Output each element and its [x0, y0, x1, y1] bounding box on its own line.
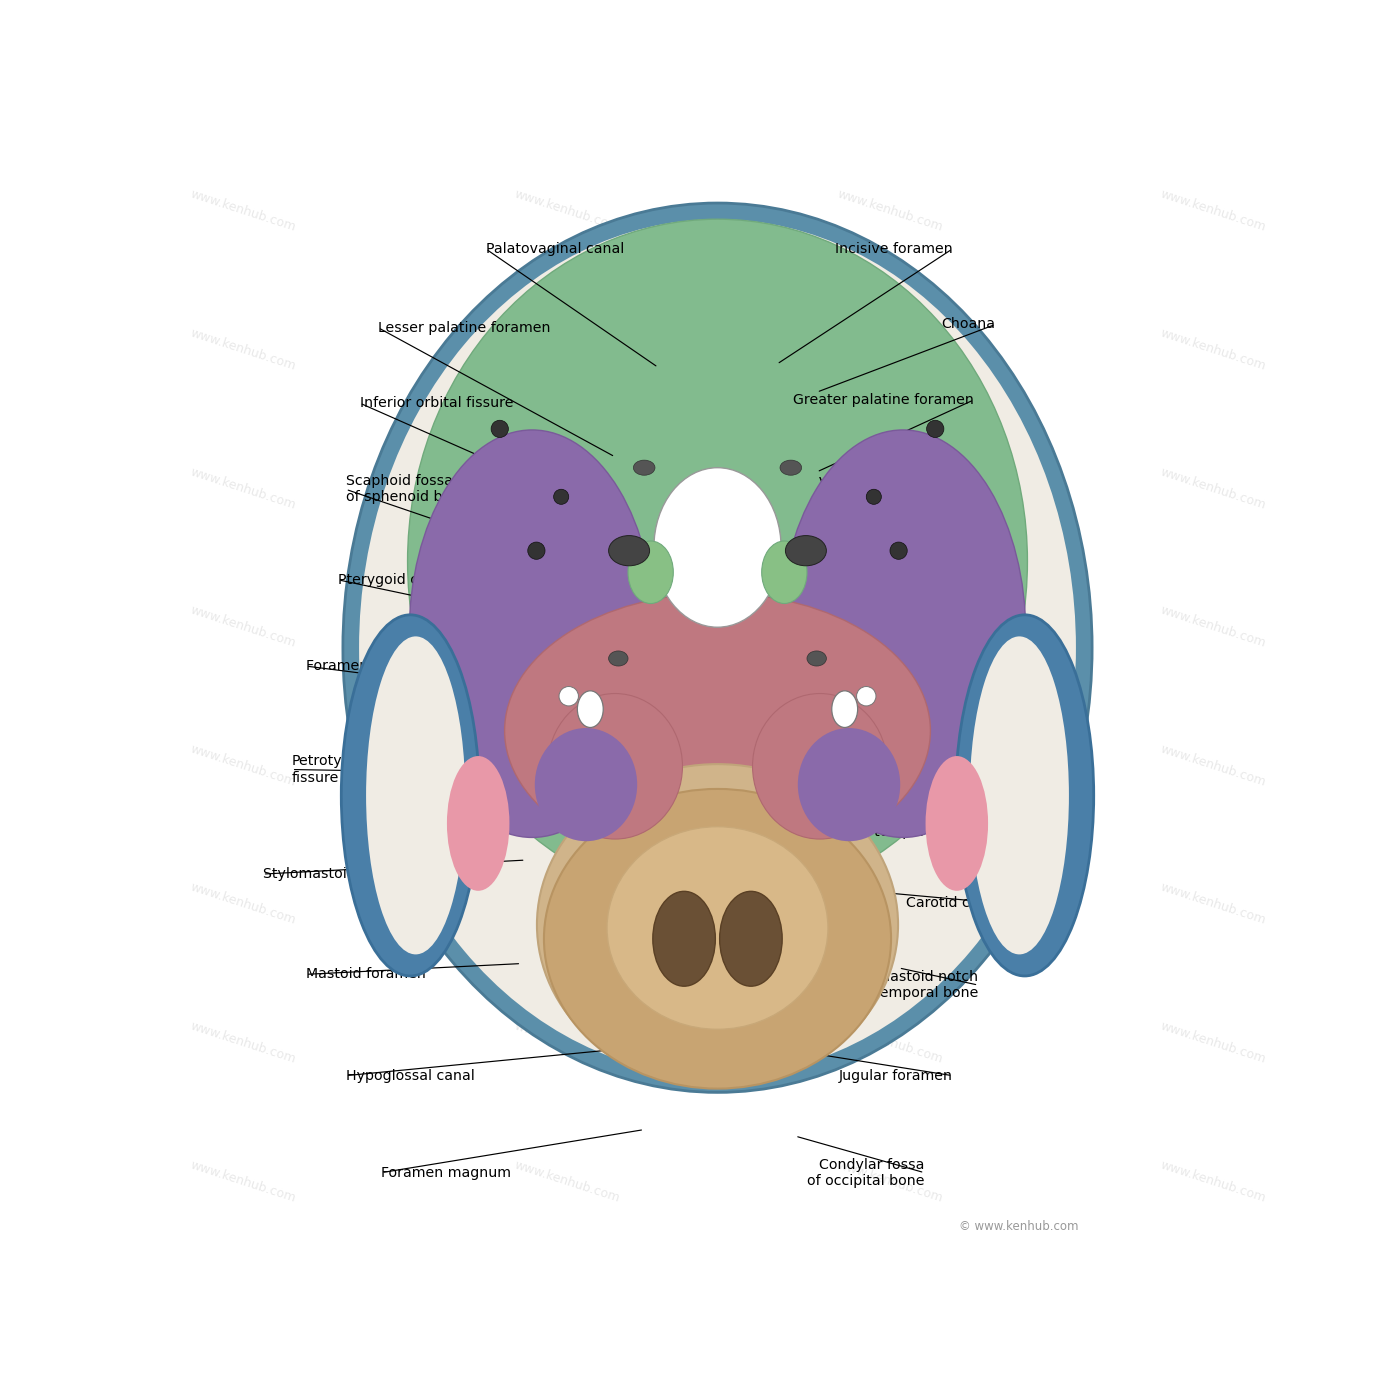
- Ellipse shape: [577, 690, 603, 728]
- Text: www.kenhub.com: www.kenhub.com: [836, 603, 945, 650]
- Text: www.kenhub.com: www.kenhub.com: [836, 1019, 945, 1065]
- Text: www.kenhub.com: www.kenhub.com: [189, 742, 298, 788]
- Text: www.kenhub.com: www.kenhub.com: [1159, 188, 1268, 234]
- Text: www.kenhub.com: www.kenhub.com: [512, 1158, 622, 1204]
- Text: Lesser palatine foramen: Lesser palatine foramen: [378, 321, 550, 335]
- Ellipse shape: [956, 615, 1093, 976]
- Text: www.kenhub.com: www.kenhub.com: [512, 742, 622, 788]
- Text: www.kenhub.com: www.kenhub.com: [189, 188, 298, 234]
- Ellipse shape: [343, 203, 1092, 1092]
- Text: Mastoid notch
of temporal bone: Mastoid notch of temporal bone: [855, 970, 979, 1000]
- Circle shape: [857, 686, 876, 706]
- Ellipse shape: [720, 892, 783, 986]
- Text: © www.kenhub.com: © www.kenhub.com: [959, 1219, 1078, 1233]
- Text: www.kenhub.com: www.kenhub.com: [1159, 881, 1268, 927]
- Text: www.kenhub.com: www.kenhub.com: [189, 603, 298, 650]
- Ellipse shape: [970, 637, 1070, 955]
- Text: www.kenhub.com: www.kenhub.com: [189, 1019, 298, 1065]
- Circle shape: [927, 420, 944, 437]
- Text: www.kenhub.com: www.kenhub.com: [512, 188, 622, 234]
- Text: Petrotympanic
fissure: Petrotympanic fissure: [291, 755, 395, 784]
- Text: www.kenhub.com: www.kenhub.com: [836, 465, 945, 511]
- Text: www.kenhub.com: www.kenhub.com: [836, 881, 945, 927]
- Text: Mastoid foramen: Mastoid foramen: [305, 967, 426, 981]
- Text: Pterygoid fossa
of sphenoid bone: Pterygoid fossa of sphenoid bone: [851, 554, 974, 584]
- Text: www.kenhub.com: www.kenhub.com: [512, 326, 622, 372]
- Text: www.kenhub.com: www.kenhub.com: [512, 465, 622, 511]
- Text: www.kenhub.com: www.kenhub.com: [836, 1158, 945, 1204]
- Text: www.kenhub.com: www.kenhub.com: [512, 1019, 622, 1065]
- Ellipse shape: [545, 790, 890, 1089]
- Ellipse shape: [806, 651, 826, 666]
- Text: www.kenhub.com: www.kenhub.com: [836, 742, 945, 788]
- Text: www.kenhub.com: www.kenhub.com: [1159, 326, 1268, 372]
- Text: www.kenhub.com: www.kenhub.com: [1159, 1158, 1268, 1204]
- Text: Foramen lacerum: Foramen lacerum: [865, 735, 990, 749]
- Text: Scaphoid fossa
of sphenoid bone: Scaphoid fossa of sphenoid bone: [346, 475, 469, 504]
- Text: www.kenhub.com: www.kenhub.com: [189, 326, 298, 372]
- Text: HUB: HUB: [1226, 1334, 1268, 1351]
- Text: Carotid canal: Carotid canal: [906, 896, 1000, 910]
- Ellipse shape: [785, 536, 826, 566]
- Text: www.kenhub.com: www.kenhub.com: [512, 603, 622, 650]
- Circle shape: [559, 686, 578, 706]
- Text: www.kenhub.com: www.kenhub.com: [512, 881, 622, 927]
- Text: www.kenhub.com: www.kenhub.com: [836, 188, 945, 234]
- Ellipse shape: [798, 728, 900, 841]
- Ellipse shape: [342, 615, 479, 976]
- Circle shape: [528, 542, 545, 560]
- Ellipse shape: [780, 461, 802, 475]
- Text: Jugular foramen: Jugular foramen: [839, 1068, 952, 1082]
- Text: Hypoglossal canal: Hypoglossal canal: [346, 1068, 475, 1082]
- Ellipse shape: [538, 764, 897, 1085]
- Circle shape: [491, 420, 508, 437]
- Text: Pterygoid canal: Pterygoid canal: [337, 573, 448, 587]
- Text: www.kenhub.com: www.kenhub.com: [189, 465, 298, 511]
- Ellipse shape: [608, 826, 827, 1029]
- Text: Incisive foramen: Incisive foramen: [834, 242, 952, 256]
- Text: Inferior orbital fissure: Inferior orbital fissure: [360, 396, 514, 410]
- Text: www.kenhub.com: www.kenhub.com: [836, 326, 945, 372]
- Ellipse shape: [654, 468, 781, 627]
- Circle shape: [890, 542, 907, 560]
- Text: www.kenhub.com: www.kenhub.com: [189, 881, 298, 927]
- Text: Stylomastoid foramen: Stylomastoid foramen: [263, 867, 420, 881]
- Ellipse shape: [535, 728, 637, 841]
- Circle shape: [553, 489, 568, 504]
- Text: Foramen ovale: Foramen ovale: [883, 655, 990, 669]
- Ellipse shape: [365, 637, 465, 955]
- Ellipse shape: [629, 540, 673, 603]
- Ellipse shape: [504, 594, 931, 868]
- Ellipse shape: [447, 756, 510, 890]
- Ellipse shape: [780, 430, 1026, 837]
- Ellipse shape: [652, 892, 715, 986]
- Text: KEN: KEN: [1226, 1298, 1268, 1316]
- Text: Foramen spinosum: Foramen spinosum: [305, 659, 441, 673]
- Ellipse shape: [547, 693, 682, 839]
- Ellipse shape: [358, 220, 1077, 1077]
- Ellipse shape: [753, 693, 888, 839]
- Text: Condylar fossa
of occipital bone: Condylar fossa of occipital bone: [806, 1158, 924, 1187]
- Ellipse shape: [409, 430, 655, 837]
- Text: www.kenhub.com: www.kenhub.com: [1159, 603, 1268, 650]
- Ellipse shape: [925, 756, 988, 890]
- Ellipse shape: [633, 461, 655, 475]
- Ellipse shape: [609, 651, 629, 666]
- Ellipse shape: [407, 220, 1028, 904]
- Text: Mandibular fossa
of temporal bone: Mandibular fossa of temporal bone: [855, 808, 979, 839]
- Text: www.kenhub.com: www.kenhub.com: [1159, 742, 1268, 788]
- Text: Greater palatine foramen: Greater palatine foramen: [794, 393, 974, 407]
- Ellipse shape: [762, 540, 806, 603]
- Ellipse shape: [832, 690, 858, 728]
- Text: www.kenhub.com: www.kenhub.com: [1159, 465, 1268, 511]
- Ellipse shape: [609, 536, 650, 566]
- Text: Vomerovaginal canal: Vomerovaginal canal: [819, 476, 967, 490]
- Text: Foramen magnum: Foramen magnum: [381, 1166, 511, 1180]
- Text: Choana: Choana: [942, 318, 995, 332]
- Text: www.kenhub.com: www.kenhub.com: [189, 1158, 298, 1204]
- Circle shape: [867, 489, 882, 504]
- Text: www.kenhub.com: www.kenhub.com: [1159, 1019, 1268, 1065]
- Text: Palatovaginal canal: Palatovaginal canal: [486, 242, 624, 256]
